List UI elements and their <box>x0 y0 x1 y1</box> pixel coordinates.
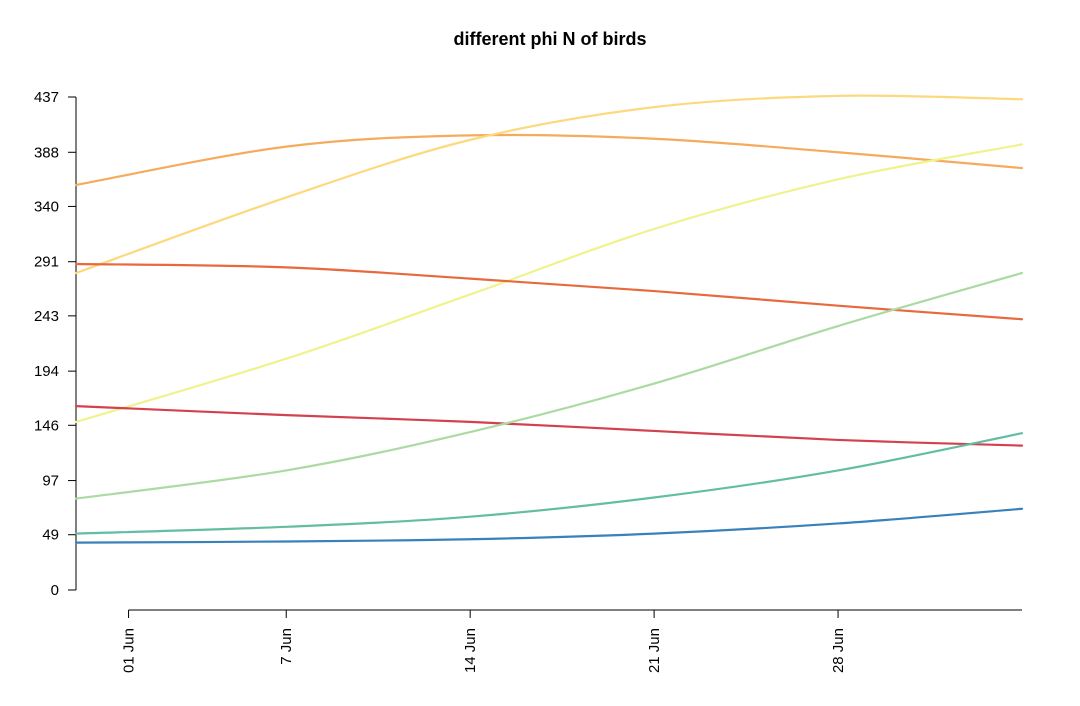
x-tick-label: 01 Jun <box>121 628 138 673</box>
series-line-5 <box>74 405 1024 447</box>
y-tick-label: 437 <box>34 89 59 106</box>
y-tick-label: 194 <box>34 363 59 380</box>
series-line-6 <box>74 271 1024 500</box>
y-tick-label: 388 <box>34 144 59 161</box>
y-tick-label: 97 <box>42 473 59 490</box>
y-tick-label: 291 <box>34 254 59 271</box>
y-tick-label: 49 <box>42 527 59 544</box>
x-axis: 01 Jun 7 Jun 14 Jun 21 Jun 28 Jun <box>121 609 1022 673</box>
series-line-2 <box>74 94 1024 275</box>
x-tick-label: 28 Jun <box>830 628 847 673</box>
y-tick-label: 340 <box>34 198 59 215</box>
series-line-3 <box>74 143 1024 424</box>
x-tick-label: 21 Jun <box>646 628 663 673</box>
y-tick-label: 0 <box>51 582 59 599</box>
chart-title: different phi N of birds <box>454 29 647 49</box>
x-tick-label: 14 Jun <box>462 628 479 673</box>
series-line-7 <box>74 432 1024 535</box>
y-tick-label: 243 <box>34 308 59 325</box>
series-lines <box>74 94 1024 544</box>
y-axis: 0 49 97 146 194 243 291 340 388 437 <box>34 89 77 599</box>
series-line-8 <box>74 507 1024 544</box>
series-line-4 <box>74 262 1024 321</box>
y-tick-label: 146 <box>34 417 59 434</box>
x-tick-label: 7 Jun <box>278 628 295 665</box>
series-line-1 <box>74 133 1024 187</box>
